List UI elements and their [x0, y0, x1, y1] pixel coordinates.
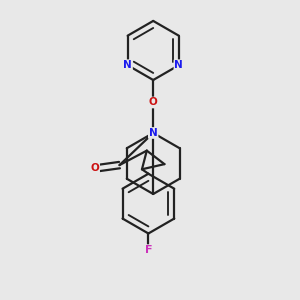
Text: N: N [174, 60, 183, 70]
Text: N: N [149, 128, 158, 138]
Text: N: N [123, 60, 132, 70]
Text: O: O [90, 163, 99, 173]
Text: O: O [149, 98, 158, 107]
Text: F: F [145, 245, 152, 255]
